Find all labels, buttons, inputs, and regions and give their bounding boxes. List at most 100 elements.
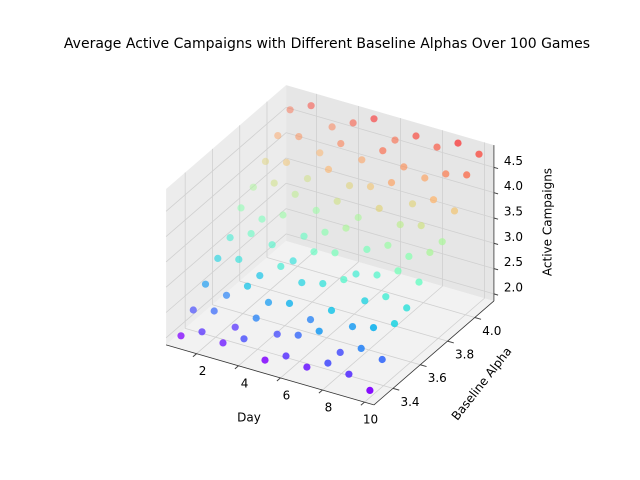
data-point [348, 323, 357, 331]
pane-back [286, 85, 494, 301]
x-tick-label: 8 [325, 401, 333, 415]
data-point [210, 307, 218, 315]
data-point [315, 327, 323, 335]
z-tick-label: 2.5 [504, 255, 523, 269]
tick-mark [493, 166, 499, 170]
grid-line [165, 233, 287, 339]
tick-mark [493, 217, 499, 220]
grid-line [196, 249, 317, 354]
z-axis-label: Active Campaigns [541, 168, 555, 276]
x-tick-label: 4 [241, 376, 249, 390]
data-point [403, 304, 411, 312]
data-point [354, 213, 362, 222]
tick-mark [192, 353, 197, 358]
data-point [222, 291, 231, 299]
data-point [382, 293, 390, 301]
data-point [177, 332, 185, 340]
x-axis-line [165, 344, 375, 406]
data-point [475, 150, 483, 158]
data-point [387, 179, 396, 187]
data-point [417, 222, 425, 230]
grid-line [165, 208, 287, 313]
data-point [336, 348, 344, 356]
data-point [384, 241, 392, 249]
data-point [373, 271, 381, 279]
y-tick-label: 3.8 [455, 348, 474, 362]
data-point [300, 232, 308, 240]
data-point [366, 386, 374, 394]
data-point [298, 279, 306, 287]
data-point [235, 255, 243, 263]
grid-line [280, 273, 401, 379]
data-point [408, 200, 417, 208]
pane-left [166, 85, 287, 345]
data-point [328, 123, 336, 131]
tick-mark [420, 364, 427, 368]
grid-line [266, 257, 475, 318]
data-point [421, 174, 429, 182]
data-point [405, 252, 413, 260]
data-point [303, 363, 311, 371]
data-point [345, 182, 354, 190]
data-point [370, 115, 378, 123]
tick-mark [474, 317, 482, 320]
data-point [256, 272, 264, 280]
data-point [357, 344, 365, 352]
data-point [243, 282, 252, 290]
grid-line [165, 182, 287, 288]
data-point [282, 158, 291, 166]
data-point [273, 330, 281, 338]
y-tick-label: 3.4 [400, 395, 419, 409]
data-point [219, 339, 227, 347]
z-tick-label: 3.5 [504, 204, 523, 218]
tick-mark [493, 242, 499, 245]
data-point [324, 165, 333, 173]
y-tick-label: 4.0 [482, 324, 501, 338]
data-point [312, 206, 320, 214]
tick-mark [234, 365, 239, 370]
data-point [261, 356, 269, 364]
data-point [361, 297, 369, 305]
data-point [415, 278, 423, 286]
grid-line [364, 297, 485, 403]
data-point [345, 370, 353, 378]
data-point [375, 204, 383, 212]
data-point [391, 136, 399, 144]
grid-line [239, 280, 448, 342]
grid-line [285, 132, 495, 194]
data-point [214, 254, 222, 262]
data-point [412, 132, 420, 140]
data-point [226, 234, 234, 242]
grid-line [165, 157, 287, 263]
z-tick-label: 4.0 [504, 179, 523, 193]
data-point [433, 143, 441, 151]
data-point [340, 276, 348, 284]
grid-line [285, 208, 495, 269]
z-tick-label: 4.5 [504, 154, 523, 168]
data-point [294, 331, 302, 339]
grid-line [285, 233, 495, 295]
data-point [258, 215, 266, 223]
data-point [342, 224, 350, 232]
data-point [394, 267, 402, 275]
data-point [285, 299, 294, 307]
data-point [316, 149, 324, 157]
data-point [264, 298, 273, 306]
data-point [231, 323, 239, 331]
data-point [390, 320, 399, 328]
data-point [286, 106, 294, 114]
z-tick-label: 2.0 [504, 280, 523, 294]
data-point [429, 196, 438, 204]
data-point [307, 102, 315, 110]
data-point [327, 306, 336, 314]
data-point [378, 355, 386, 364]
data-point [321, 228, 329, 236]
data-point [324, 359, 332, 367]
data-point [295, 133, 303, 141]
data-point [261, 157, 270, 165]
x-tick-label: 10 [363, 413, 378, 427]
data-point [282, 352, 290, 360]
data-point [270, 179, 278, 187]
data-point [277, 262, 285, 270]
data-point [463, 171, 471, 179]
